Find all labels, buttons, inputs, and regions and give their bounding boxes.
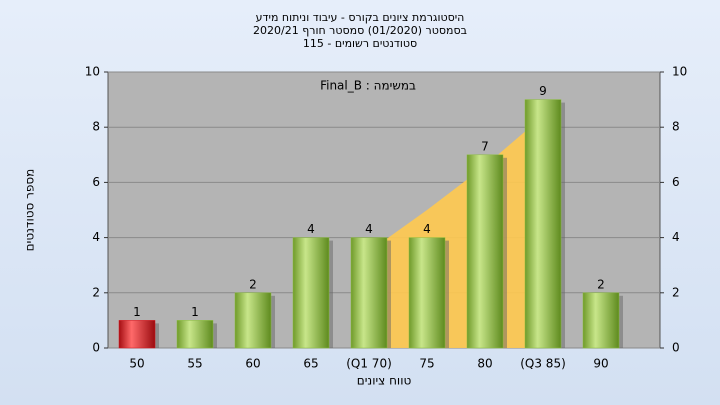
y2-tick-label: 8 bbox=[672, 120, 680, 134]
value-label: 1 bbox=[191, 305, 199, 319]
value-label: 2 bbox=[597, 277, 605, 291]
x-tick-label: 80 bbox=[477, 357, 492, 371]
annotation: Final_B : במשימה bbox=[320, 79, 416, 93]
x-axis-label: טווח ציונים bbox=[357, 374, 412, 388]
bar bbox=[350, 237, 388, 349]
title-line: היסטוגרמת ציונים בקורס - עיבוד וניתוח מי… bbox=[256, 11, 465, 24]
y-tick-label: 2 bbox=[92, 285, 100, 299]
y2-tick-label: 10 bbox=[672, 65, 687, 79]
bar bbox=[118, 320, 156, 349]
bar bbox=[176, 320, 214, 349]
value-label: 7 bbox=[481, 139, 489, 153]
y2-tick-label: 4 bbox=[672, 230, 680, 244]
x-tick-label: 75 bbox=[419, 357, 434, 371]
value-label: 1 bbox=[133, 305, 141, 319]
bar bbox=[234, 292, 272, 349]
y-tick-label: 4 bbox=[92, 230, 100, 244]
value-label: 4 bbox=[307, 222, 315, 236]
x-tick-label: (Q1 70) bbox=[346, 357, 392, 371]
bar bbox=[292, 237, 330, 349]
value-label: 4 bbox=[365, 222, 373, 236]
value-label: 9 bbox=[539, 84, 547, 98]
title-line: סטודנטים רשומים - 115 bbox=[303, 37, 417, 50]
bar bbox=[408, 237, 446, 349]
y-tick-label: 10 bbox=[85, 65, 100, 79]
x-tick-label: 90 bbox=[593, 357, 608, 371]
y2-tick-label: 6 bbox=[672, 175, 680, 189]
x-tick-label: 55 bbox=[187, 357, 202, 371]
x-tick-label: 50 bbox=[129, 357, 144, 371]
x-tick-label: 65 bbox=[303, 357, 318, 371]
bar bbox=[582, 292, 620, 349]
value-label: 4 bbox=[423, 222, 431, 236]
y-tick-label: 8 bbox=[92, 120, 100, 134]
x-tick-label: (Q3 85) bbox=[520, 357, 566, 371]
x-tick-label: 60 bbox=[245, 357, 260, 371]
y2-tick-label: 0 bbox=[672, 341, 680, 355]
title-line: בסמסטר (01/2020) סמסטר חורף 2020/21 bbox=[253, 24, 467, 37]
y-tick-label: 0 bbox=[92, 341, 100, 355]
y-axis-label: מספר סטודנטים bbox=[23, 169, 37, 252]
value-label: 2 bbox=[249, 277, 257, 291]
bar bbox=[466, 154, 504, 349]
y2-tick-label: 2 bbox=[672, 285, 680, 299]
bar bbox=[524, 99, 562, 349]
y-tick-label: 6 bbox=[92, 175, 100, 189]
